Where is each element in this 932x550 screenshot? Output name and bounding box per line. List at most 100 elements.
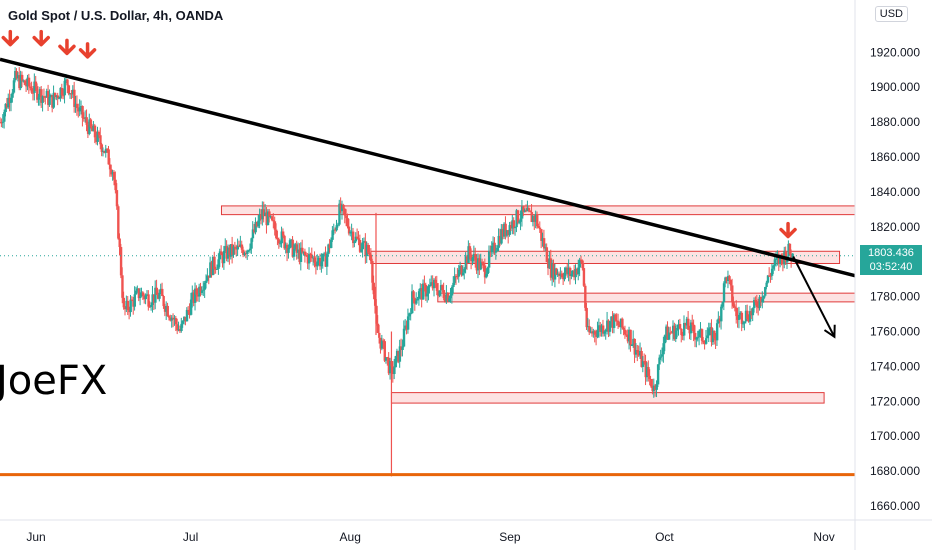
candle-body xyxy=(504,223,507,236)
time-tick-label: Nov xyxy=(813,530,834,544)
candle-body xyxy=(481,261,484,263)
candle-body xyxy=(463,268,466,273)
candle-body xyxy=(378,332,381,338)
candle-body xyxy=(400,346,403,350)
candle-body xyxy=(31,92,35,94)
currency-button[interactable]: USD xyxy=(874,6,908,22)
candle-body xyxy=(687,318,690,330)
candle-body xyxy=(611,316,614,328)
candle-body xyxy=(545,247,549,263)
candle-body xyxy=(334,229,337,231)
candle-body xyxy=(253,229,256,233)
candle-body xyxy=(615,320,619,322)
candle-body xyxy=(761,298,764,303)
down-arrow-head xyxy=(32,35,50,47)
candle-body xyxy=(235,247,238,250)
candle-body xyxy=(259,214,263,220)
candle-body xyxy=(12,80,16,93)
candle-body xyxy=(791,253,794,260)
candle-body xyxy=(772,265,775,269)
candle-body xyxy=(698,330,701,338)
candle-body xyxy=(302,251,305,253)
candle-body xyxy=(314,262,318,267)
candle-body xyxy=(141,292,145,296)
candle-body xyxy=(140,292,143,297)
candle-body xyxy=(589,331,593,333)
candle-body xyxy=(117,206,120,239)
candle-body xyxy=(689,322,693,334)
candle-body xyxy=(640,351,643,367)
candle-body xyxy=(85,117,88,125)
candle-body xyxy=(680,328,683,336)
candle-body xyxy=(321,253,325,262)
candle-body xyxy=(566,267,569,275)
candle-body xyxy=(231,244,234,255)
candle-body xyxy=(677,324,680,329)
candle-body xyxy=(737,314,741,320)
candle-body xyxy=(423,283,426,285)
candle-body xyxy=(593,331,597,335)
candle-body xyxy=(44,96,47,98)
candle-body xyxy=(402,328,406,347)
candle-body xyxy=(148,306,152,308)
candle-body xyxy=(634,350,638,355)
candle-body xyxy=(257,220,260,227)
candle-body xyxy=(341,204,344,212)
candle-body xyxy=(394,356,397,368)
candle-body xyxy=(603,331,606,334)
candle-body xyxy=(490,245,494,253)
candle-body xyxy=(317,258,321,262)
price-tick-label: 1920.000 xyxy=(870,45,920,59)
candle-body xyxy=(343,208,347,216)
candle-body xyxy=(73,89,76,107)
candle-body xyxy=(558,273,561,276)
candle-body xyxy=(265,212,268,226)
candle-body xyxy=(695,337,698,340)
candle-body xyxy=(430,282,433,285)
down-arrow-head xyxy=(779,227,797,239)
candle-body xyxy=(588,326,591,333)
candle-body xyxy=(371,261,374,283)
price-tick-label: 1840.000 xyxy=(870,185,920,199)
candle-body xyxy=(523,210,527,212)
candle-body xyxy=(362,241,366,243)
candle-body xyxy=(209,262,212,278)
candle-body xyxy=(80,106,83,108)
candle-body xyxy=(188,310,191,315)
candle-body xyxy=(207,275,211,278)
candle-body xyxy=(305,255,308,257)
candle-body xyxy=(27,77,31,87)
candle-body xyxy=(328,244,332,248)
candle-body xyxy=(137,288,141,299)
candle-body xyxy=(643,361,646,363)
candle-body xyxy=(569,267,572,277)
projection-arrow-shaft xyxy=(792,256,836,338)
candle-body xyxy=(706,335,709,339)
candle-body xyxy=(364,241,367,257)
candle-body xyxy=(417,291,421,299)
candle-body xyxy=(165,305,168,312)
candle-body xyxy=(592,331,595,334)
candle-body xyxy=(40,89,43,103)
candle-body xyxy=(145,294,149,296)
candle-body xyxy=(361,242,365,250)
candle-body xyxy=(183,316,186,322)
candle-body xyxy=(595,334,598,337)
candle-body xyxy=(743,321,746,324)
candle-body xyxy=(648,375,652,379)
candle-body xyxy=(84,117,87,119)
candle-body xyxy=(354,236,358,242)
candle-body xyxy=(181,321,185,324)
candle-body xyxy=(89,119,93,127)
candle-body xyxy=(339,203,343,212)
candle-body xyxy=(288,240,292,248)
candle-body xyxy=(222,250,226,264)
candle-body xyxy=(470,254,473,262)
candle-body xyxy=(202,289,205,291)
candle-body xyxy=(350,231,354,233)
candle-body xyxy=(48,97,51,105)
candle-body xyxy=(331,230,334,240)
candle-body xyxy=(604,329,608,332)
down-arrow-icon xyxy=(58,38,76,56)
